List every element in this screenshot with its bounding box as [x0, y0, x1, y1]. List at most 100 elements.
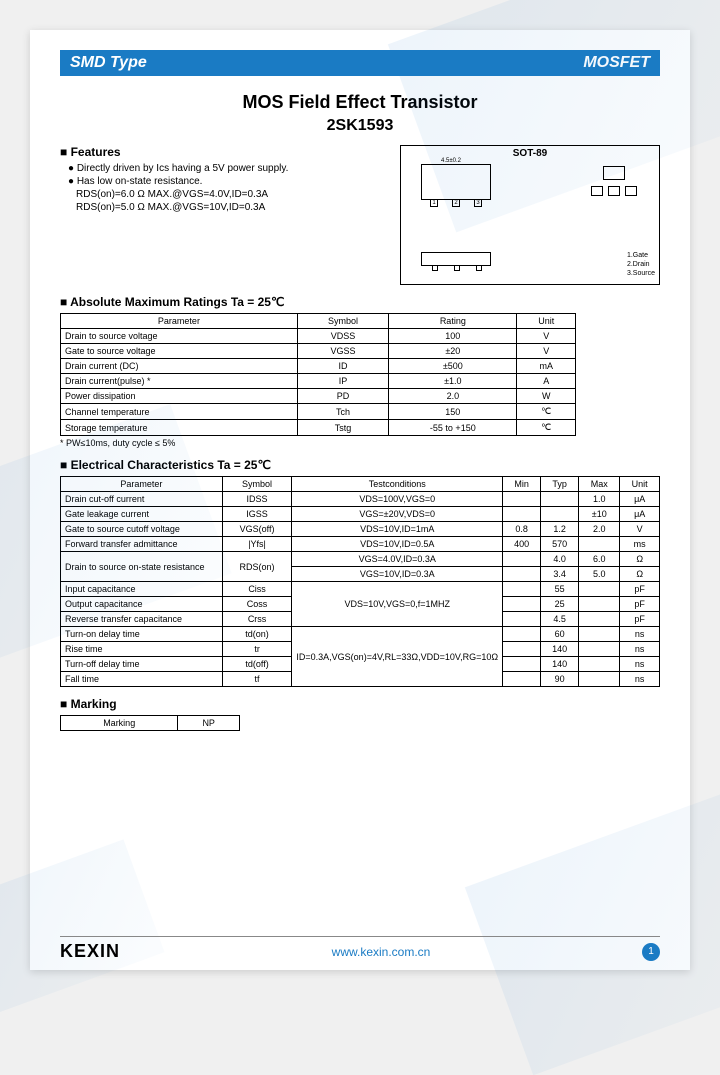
- table-cell: Coss: [222, 597, 292, 612]
- marking-table: Marking NP: [60, 715, 240, 731]
- table-cell: 4.5: [541, 612, 579, 627]
- table-row: Channel temperatureTch150℃: [61, 404, 576, 420]
- table-cell: Drain current(pulse) *: [61, 374, 298, 389]
- table-cell: Drain cut-off current: [61, 492, 223, 507]
- table-row: Gate to source cutoff voltageVGS(off)VDS…: [61, 522, 660, 537]
- table-cell: ID: [297, 359, 388, 374]
- table-cell: [579, 627, 620, 642]
- table-cell: [541, 492, 579, 507]
- table-cell: mA: [517, 359, 576, 374]
- table-cell: pF: [620, 612, 660, 627]
- table-cell: pF: [620, 597, 660, 612]
- datasheet-page: SMD Type MOSFET MOS Field Effect Transis…: [30, 30, 690, 970]
- table-cell: [503, 612, 541, 627]
- table-header: Symbol: [222, 477, 292, 492]
- table-cell: Crss: [222, 612, 292, 627]
- table-cell: [579, 537, 620, 552]
- table-cell: A: [517, 374, 576, 389]
- table-cell: Forward transfer admittance: [61, 537, 223, 552]
- table-cell: Tstg: [297, 420, 388, 436]
- table-row: Drain to source on-state resistanceRDS(o…: [61, 552, 660, 567]
- table-cell: 90: [541, 672, 579, 687]
- table-cell: tr: [222, 642, 292, 657]
- table-cell: Turn-on delay time: [61, 627, 223, 642]
- chip-front-outline: [421, 252, 491, 266]
- marking-heading: ■ Marking: [60, 697, 660, 711]
- table-cell: V: [620, 522, 660, 537]
- table-cell: [503, 657, 541, 672]
- table-cell: 100: [389, 329, 517, 344]
- header-right: MOSFET: [583, 54, 650, 72]
- table-cell: [579, 657, 620, 672]
- table-cell: IP: [297, 374, 388, 389]
- table-cell: 400: [503, 537, 541, 552]
- abs-max-table: ParameterSymbolRatingUnit Drain to sourc…: [60, 313, 576, 436]
- table-cell: VGS=4.0V,ID=0.3A: [292, 552, 503, 567]
- table-cell: [503, 552, 541, 567]
- table-cell: Ciss: [222, 582, 292, 597]
- pin-labels: 1.Gate 2.Drain 3.Source: [627, 251, 655, 278]
- marking-value: NP: [178, 716, 240, 731]
- title-block: MOS Field Effect Transistor 2SK1593: [60, 92, 660, 135]
- header-left: SMD Type: [70, 54, 147, 72]
- chip-top-outline: 1 2 3: [421, 164, 491, 200]
- table-row: Drain current (DC)ID±500mA: [61, 359, 576, 374]
- table-header: Unit: [517, 314, 576, 329]
- table-cell: V: [517, 329, 576, 344]
- table-row: Power dissipationPD2.0W: [61, 389, 576, 404]
- table-cell: Gate to source cutoff voltage: [61, 522, 223, 537]
- abs-max-note: * PW≤10ms, duty cycle ≤ 5%: [60, 438, 660, 448]
- feature-sub: RDS(on)=6.0 Ω MAX.@VGS=4.0V,ID=0.3A: [76, 189, 390, 200]
- table-header: Min: [503, 477, 541, 492]
- table-cell: Input capacitance: [61, 582, 223, 597]
- footer-url: www.kexin.com.cn: [332, 945, 431, 959]
- table-cell: Output capacitance: [61, 597, 223, 612]
- dim-label: 4.5±0.2: [441, 158, 461, 164]
- table-cell: ±10: [579, 507, 620, 522]
- table-cell: Ω: [620, 552, 660, 567]
- abs-max-heading: ■ Absolute Maximum Ratings Ta = 25℃: [60, 295, 660, 309]
- table-cell: [503, 507, 541, 522]
- table-cell: [503, 582, 541, 597]
- table-cell: tf: [222, 672, 292, 687]
- features-heading: ■ Features: [60, 145, 390, 159]
- table-cell: Rise time: [61, 642, 223, 657]
- elec-table: ParameterSymbolTestconditionsMinTypMaxUn…: [60, 476, 660, 687]
- table-cell: VDS=100V,VGS=0: [292, 492, 503, 507]
- table-cell: 1.2: [541, 522, 579, 537]
- table-cell: Ω: [620, 567, 660, 582]
- table-cell: Power dissipation: [61, 389, 298, 404]
- table-cell: V: [517, 344, 576, 359]
- table-cell: |Yfs|: [222, 537, 292, 552]
- table-cell: [579, 642, 620, 657]
- table-cell: 5.0: [579, 567, 620, 582]
- table-cell: [503, 492, 541, 507]
- table-cell: Reverse transfer capacitance: [61, 612, 223, 627]
- table-cell: [579, 597, 620, 612]
- table-row: Drain current(pulse) *IP±1.0A: [61, 374, 576, 389]
- table-cell: VGS(off): [222, 522, 292, 537]
- table-cell: VDS=10V,VGS=0,f=1MHZ: [292, 582, 503, 627]
- table-row: Gate leakage currentIGSSVGS=±20V,VDS=0±1…: [61, 507, 660, 522]
- watermark: [0, 839, 164, 1020]
- page-number: 1: [642, 943, 660, 961]
- table-header: Testconditions: [292, 477, 503, 492]
- title-line2: 2SK1593: [60, 117, 660, 135]
- table-header: Max: [579, 477, 620, 492]
- table-cell: [503, 597, 541, 612]
- table-cell: ms: [620, 537, 660, 552]
- table-cell: ±1.0: [389, 374, 517, 389]
- table-cell: ℃: [517, 404, 576, 420]
- table-cell: IDSS: [222, 492, 292, 507]
- page-footer: KEXIN www.kexin.com.cn 1: [60, 936, 660, 962]
- table-cell: Tch: [297, 404, 388, 420]
- feature-item: ● Has low on-state resistance.: [68, 176, 390, 187]
- table-cell: W: [517, 389, 576, 404]
- table-cell: [541, 507, 579, 522]
- watermark: [465, 785, 720, 1075]
- table-cell: VDS=10V,ID=1mA: [292, 522, 503, 537]
- table-cell: IGSS: [222, 507, 292, 522]
- table-cell: 2.0: [389, 389, 517, 404]
- table-cell: [503, 642, 541, 657]
- table-cell: 140: [541, 642, 579, 657]
